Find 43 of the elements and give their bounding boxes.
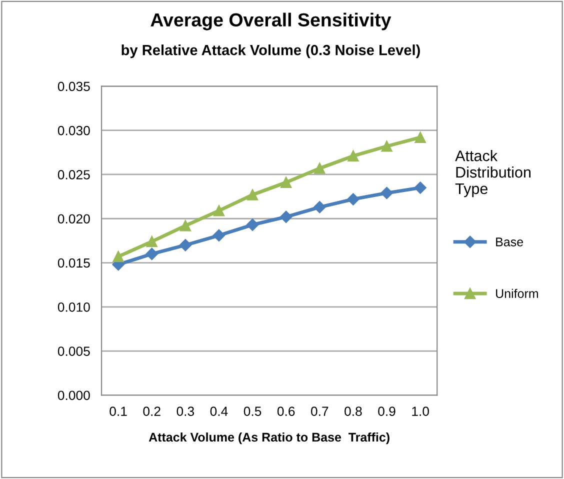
x-tick-label: 0.1 [110, 406, 127, 416]
point [380, 186, 393, 200]
x-tick-label: 0.9 [378, 406, 396, 416]
x-tick-label: 0.4 [210, 406, 228, 416]
point [213, 205, 225, 216]
x-tick-label: 0.3 [176, 406, 194, 416]
y-tick-label: 0.020 [58, 214, 90, 224]
point [146, 248, 158, 260]
legend-label: Base [496, 238, 523, 246]
point [347, 193, 360, 206]
point [246, 189, 258, 200]
x-tick-label: 0.7 [310, 406, 328, 416]
y-tick-label: 0.025 [58, 170, 90, 180]
point [314, 162, 326, 174]
point [280, 176, 292, 188]
point [381, 140, 392, 152]
y-tick-label: 0.000 [58, 390, 90, 400]
legend-label: Uniform [496, 288, 538, 298]
y-tick-label: 0.030 [58, 126, 90, 136]
point [179, 239, 192, 252]
point [112, 251, 124, 262]
point [146, 236, 158, 248]
y-tick-label: 0.005 [58, 346, 90, 356]
point [280, 210, 292, 223]
point [212, 229, 226, 242]
point [414, 132, 426, 143]
point [180, 220, 191, 232]
x-tick-label: 0.2 [143, 406, 160, 416]
y-tick-label: 0.015 [58, 258, 90, 268]
chart-subtitle: by Relative Attack Volume (0.3 Noise Level) [122, 44, 420, 58]
point [414, 182, 426, 194]
y-tick-label: 0.010 [58, 302, 90, 312]
point [348, 150, 359, 162]
legend-title: Attack Distribution Type [455, 150, 530, 198]
chart-title: Average Overall Sensitivity [150, 12, 392, 30]
y-tick-label: 0.035 [58, 82, 90, 92]
x-tick-label: 0.8 [344, 406, 362, 416]
point [246, 218, 259, 231]
x-axis-title: Attack Volume (As Ratio to Base Traffic) [148, 432, 390, 444]
x-tick-label: 0.5 [244, 406, 262, 416]
x-tick-label: 0.6 [277, 406, 295, 416]
point [314, 201, 326, 214]
x-tick-label: 1.0 [412, 406, 429, 416]
